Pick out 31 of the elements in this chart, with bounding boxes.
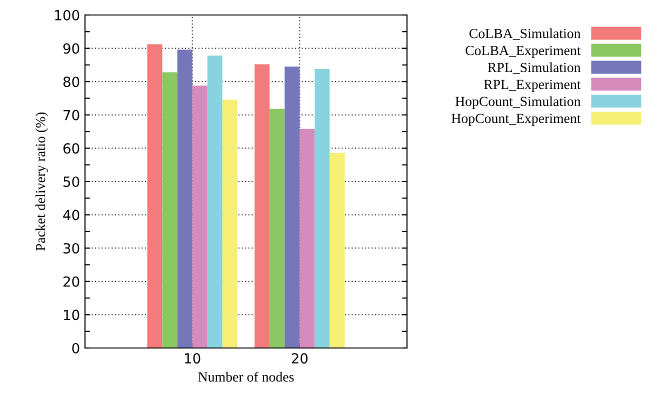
y-tick-label: 0 (72, 342, 80, 354)
bar (284, 66, 300, 348)
bar (162, 72, 178, 348)
legend-label: HopCount_Experiment (452, 114, 581, 126)
legend-label: RPL_Experiment (484, 80, 581, 92)
bar (207, 56, 222, 348)
y-tick-label: 90 (63, 43, 80, 54)
x-axis-title: Number of nodes (198, 372, 294, 382)
bar (300, 128, 315, 348)
y-tick-label: 40 (63, 210, 80, 220)
y-tick-label: 100 (55, 10, 80, 20)
bar (330, 152, 345, 348)
y-tick-label: 10 (64, 310, 80, 320)
legend-label: RPL_Simulation (488, 62, 581, 74)
y-axis-title: Packet delivery ratio (%) (35, 112, 48, 251)
legend-label: CoLBA_Simulation (469, 28, 581, 40)
bar (147, 44, 162, 348)
y-tick-label: 80 (63, 76, 80, 88)
legend-label: CoLBA_Experiment (466, 46, 581, 58)
bar (270, 108, 285, 348)
bar (177, 50, 192, 348)
y-tick-label: 50 (64, 176, 80, 187)
y-tick-label: 70 (64, 110, 80, 120)
bar (192, 86, 208, 348)
bar (222, 100, 238, 348)
bar (314, 68, 330, 348)
legend-label: HopCount_Simulation (455, 96, 581, 109)
bar (254, 64, 270, 348)
y-tick-label: 60 (63, 143, 80, 154)
y-tick-label: 20 (63, 276, 80, 287)
y-tick-label: 30 (64, 243, 80, 254)
